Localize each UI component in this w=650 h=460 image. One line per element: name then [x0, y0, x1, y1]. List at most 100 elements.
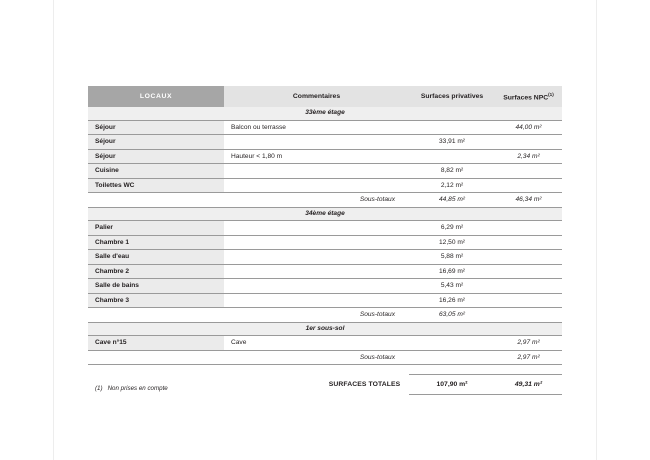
cell-commentaire — [224, 178, 409, 194]
subtotal-row: Sous-totaux 2,97 m² — [88, 350, 562, 366]
cell-locaux: Chambre 2 — [88, 264, 224, 280]
totals-label: SURFACES TOTALES — [328, 381, 401, 389]
cell-surface-privative: 12,50 m² — [409, 235, 495, 251]
section-header-row: 34ème étage — [88, 207, 562, 222]
cell-locaux: Toilettes WC — [88, 178, 224, 194]
table-footer: (1) Non prises en compte SURFACES TOTALES… — [88, 374, 562, 408]
section-title: 1er sous-sol — [88, 322, 562, 337]
cell-locaux: Cave n°15 — [88, 335, 224, 351]
subtotal-label: Sous-totaux — [224, 307, 409, 323]
subtotal-label: Sous-totaux — [224, 350, 409, 366]
cell-commentaire — [224, 134, 409, 150]
column-header-locaux-label: LOCAUX — [139, 92, 173, 100]
table-header-row: LOCAUX Commentaires Surfaces privatives … — [88, 86, 562, 108]
subtotal-label: Sous-totaux — [224, 192, 409, 208]
cell-commentaire — [224, 278, 409, 294]
page-margin-guide-left — [53, 0, 54, 460]
table-row: Séjour 33,91 m² — [88, 134, 562, 150]
cell-surface-privative: 5,43 m² — [409, 278, 495, 294]
table-row: Palier 6,29 m² — [88, 220, 562, 236]
cell-surface-npc — [495, 264, 562, 280]
cell-surface-privative: 16,69 m² — [409, 264, 495, 280]
subtotal-surface-npc: 46,34 m² — [495, 192, 562, 208]
cell-surface-privative: 5,88 m² — [409, 249, 495, 265]
table-row: Cave n°15 Cave 2,97 m² — [88, 335, 562, 351]
cell-locaux: Salle de bains — [88, 278, 224, 294]
cell-surface-npc — [495, 220, 562, 236]
footnote-text: Non prises en compte — [107, 385, 168, 393]
table-row: Chambre 1 12,50 m² — [88, 235, 562, 251]
cell-commentaire — [224, 249, 409, 265]
footnote-marker-npc: (1) — [548, 92, 554, 97]
table-row: Salle d'eau 5,88 m² — [88, 249, 562, 265]
table-row: Séjour Balcon ou terrasse 44,00 m² — [88, 120, 562, 136]
table-row: Toilettes WC 2,12 m² — [88, 178, 562, 194]
surfaces-table-container: LOCAUX Commentaires Surfaces privatives … — [88, 86, 562, 408]
table-row: Cuisine 8,82 m² — [88, 163, 562, 179]
subtotal-surface-npc — [495, 307, 562, 323]
cell-locaux: Séjour — [88, 149, 224, 165]
totals-row: SURFACES TOTALES 107,90 m² 49,31 m² — [320, 374, 562, 396]
section-title: 33ème étage — [88, 107, 562, 121]
totals-surface-privative: 107,90 m² — [409, 374, 495, 396]
column-header-surfaces-privatives-label: Surfaces privatives — [420, 92, 484, 100]
cell-commentaire — [224, 163, 409, 179]
cell-surface-privative: 2,12 m² — [409, 178, 495, 194]
cell-surface-privative — [409, 335, 495, 351]
section-header-row: 33ème étage — [88, 107, 562, 121]
cell-surface-privative — [409, 120, 495, 136]
surfaces-table-body: 33ème étage Séjour Balcon ou terrasse 44… — [88, 107, 562, 366]
cell-locaux: Chambre 1 — [88, 235, 224, 251]
table-row: Salle de bains 5,43 m² — [88, 278, 562, 294]
cell-commentaire: Cave — [224, 335, 409, 351]
subtotal-spacer — [88, 350, 224, 366]
section-title: 34ème étage — [88, 207, 562, 222]
section-header-row: 1er sous-sol — [88, 322, 562, 337]
surfaces-table: LOCAUX Commentaires Surfaces privatives … — [88, 86, 562, 366]
subtotal-surface-privative — [409, 350, 495, 366]
column-header-commentaires: Commentaires — [224, 86, 409, 108]
cell-locaux: Salle d'eau — [88, 249, 224, 265]
cell-locaux: Palier — [88, 220, 224, 236]
cell-surface-npc — [495, 163, 562, 179]
column-header-surfaces-privatives: Surfaces privatives — [409, 86, 495, 108]
subtotal-spacer — [88, 192, 224, 208]
page-margin-guide-right — [596, 0, 597, 460]
cell-commentaire: Balcon ou terrasse — [224, 120, 409, 136]
table-row: Chambre 2 16,69 m² — [88, 264, 562, 280]
totals-surface-npc: 49,31 m² — [495, 374, 562, 396]
column-header-surfaces-npc-label: Surfaces NPC — [503, 94, 549, 102]
cell-surface-npc — [495, 134, 562, 150]
cell-commentaire: Hauteur < 1,80 m — [224, 149, 409, 165]
subtotal-row: Sous-totaux 44,85 m² 46,34 m² — [88, 192, 562, 208]
cell-surface-npc — [495, 293, 562, 309]
cell-locaux: Chambre 3 — [88, 293, 224, 309]
cell-surface-npc: 2,97 m² — [495, 335, 562, 351]
subtotal-surface-privative: 63,05 m² — [409, 307, 495, 323]
cell-commentaire — [224, 235, 409, 251]
cell-surface-privative: 33,91 m² — [409, 134, 495, 150]
table-row: Séjour Hauteur < 1,80 m 2,34 m² — [88, 149, 562, 165]
subtotal-spacer — [88, 307, 224, 323]
cell-surface-privative: 8,82 m² — [409, 163, 495, 179]
subtotal-surface-privative: 44,85 m² — [409, 192, 495, 208]
cell-surface-privative: 6,29 m² — [409, 220, 495, 236]
cell-locaux: Séjour — [88, 134, 224, 150]
cell-surface-npc: 44,00 m² — [495, 120, 562, 136]
column-header-locaux: LOCAUX — [88, 86, 224, 108]
cell-commentaire — [224, 220, 409, 236]
cell-surface-npc — [495, 249, 562, 265]
cell-commentaire — [224, 293, 409, 309]
cell-surface-npc: 2,34 m² — [495, 149, 562, 165]
footnote-mark: (1) — [95, 385, 103, 393]
table-row: Chambre 3 16,26 m² — [88, 293, 562, 309]
cell-surface-npc — [495, 235, 562, 251]
totals-table: SURFACES TOTALES 107,90 m² 49,31 m² — [320, 374, 562, 396]
cell-locaux: Séjour — [88, 120, 224, 136]
subtotal-surface-npc: 2,97 m² — [495, 350, 562, 366]
cell-surface-npc — [495, 178, 562, 194]
cell-surface-npc — [495, 278, 562, 294]
cell-locaux: Cuisine — [88, 163, 224, 179]
cell-commentaire — [224, 264, 409, 280]
cell-surface-privative — [409, 149, 495, 165]
